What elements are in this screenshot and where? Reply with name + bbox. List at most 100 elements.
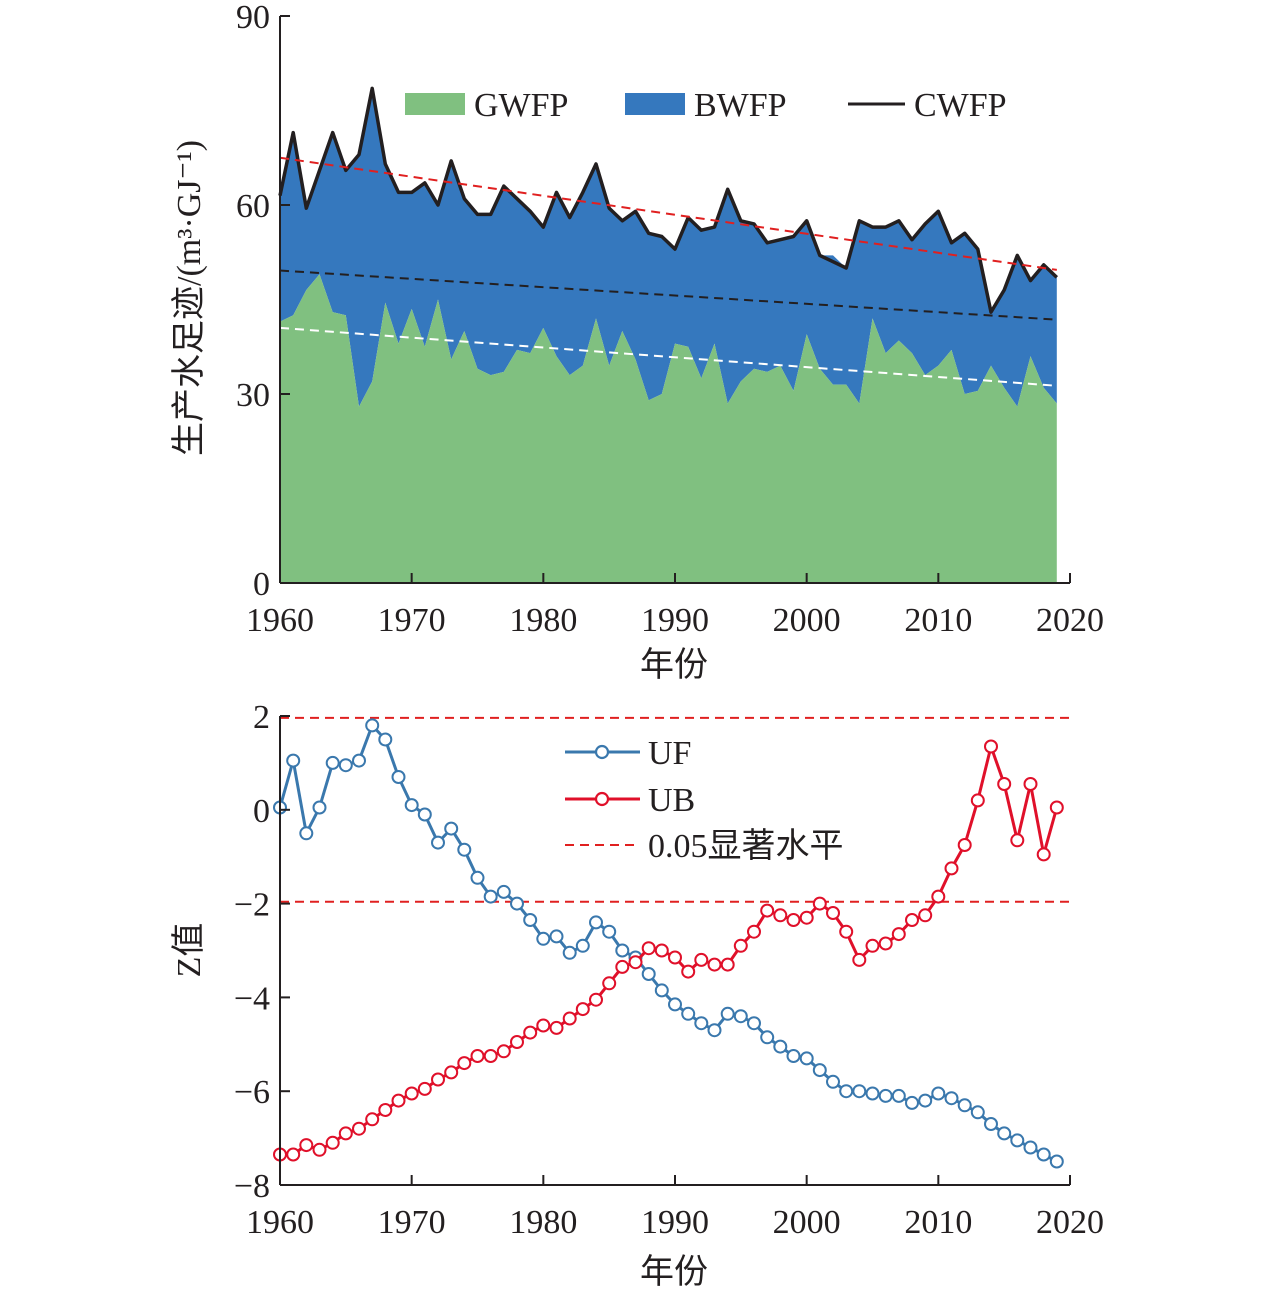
point-uf	[549, 929, 564, 944]
point-ub	[984, 739, 998, 754]
point-ub	[496, 1044, 511, 1059]
legend-label-cwfp: CWFP	[914, 87, 1007, 124]
point-ub	[365, 1112, 380, 1127]
top-y-tick-label: 60	[236, 188, 270, 225]
point-ub	[918, 908, 933, 923]
point-ub	[391, 1093, 406, 1108]
bottom-y-tick-label: 2	[253, 699, 270, 736]
point-ub	[931, 889, 946, 904]
point-uf	[352, 753, 366, 768]
legend-label-bwfp: BWFP	[694, 87, 787, 124]
top-y-tick-label: 30	[236, 377, 270, 414]
bottom-x-tick-label: 1990	[641, 1204, 709, 1241]
area-bwfp	[280, 88, 1057, 407]
bottom-series	[273, 718, 1064, 1169]
point-ub	[891, 927, 906, 942]
point-uf	[944, 1091, 959, 1106]
point-ub	[444, 1065, 459, 1080]
bottom-x-tick-label: 1960	[246, 1204, 314, 1241]
point-ub	[668, 950, 682, 965]
point-ub	[312, 1142, 327, 1157]
top-x-tick-label: 1980	[509, 602, 577, 639]
point-uf	[510, 896, 524, 911]
point-uf	[997, 1126, 1012, 1141]
point-uf	[536, 931, 551, 946]
point-uf	[1010, 1133, 1025, 1148]
point-ub	[707, 957, 722, 972]
point-ub	[799, 910, 814, 925]
point-ub	[536, 1018, 551, 1033]
point-uf	[970, 1105, 985, 1120]
point-uf	[654, 983, 669, 998]
point-ub	[589, 992, 603, 1007]
point-ub	[628, 955, 643, 970]
point-ub	[404, 1086, 419, 1101]
top-y-tick-label: 0	[253, 566, 270, 603]
legend-label-ub: UB	[648, 782, 695, 819]
legend-label-significance: 0.05显著水平	[648, 827, 844, 865]
top-x-tick-label: 2010	[904, 602, 972, 639]
point-uf	[984, 1117, 998, 1131]
bottom-x-tick-label: 1980	[509, 1204, 577, 1241]
top-x-tick-label: 2000	[773, 602, 841, 639]
point-uf	[312, 800, 327, 815]
point-ub	[457, 1056, 472, 1071]
point-uf	[865, 1086, 880, 1101]
point-ub	[865, 938, 880, 953]
point-uf	[707, 1023, 722, 1038]
bottom-y-tick-label: −8	[234, 1168, 270, 1205]
point-uf	[786, 1049, 801, 1063]
bottom-legend: UF UB 0.05显著水平	[565, 735, 844, 865]
point-uf	[444, 821, 459, 836]
point-uf	[839, 1084, 854, 1099]
legend-marker-uf	[594, 744, 610, 760]
point-ub	[1049, 800, 1064, 815]
point-ub	[602, 976, 617, 991]
point-uf	[733, 1009, 748, 1024]
point-uf	[496, 884, 511, 899]
point-ub	[352, 1121, 366, 1136]
point-ub	[747, 924, 761, 939]
point-ub	[905, 913, 919, 927]
point-uf	[404, 798, 419, 813]
point-uf	[799, 1051, 814, 1066]
point-uf	[483, 889, 498, 904]
point-ub	[852, 952, 867, 967]
point-ub	[839, 924, 854, 939]
legend-swatch-gwfp	[405, 93, 465, 115]
point-ub	[944, 861, 959, 876]
point-ub	[549, 1020, 564, 1035]
point-ub	[431, 1072, 445, 1087]
point-uf	[668, 997, 682, 1012]
top-x-tick-label: 1990	[641, 602, 709, 639]
point-uf	[747, 1016, 761, 1031]
point-uf	[575, 938, 590, 953]
point-uf	[957, 1098, 972, 1113]
point-uf	[431, 835, 445, 850]
point-uf	[417, 807, 432, 822]
point-uf	[562, 945, 577, 960]
point-uf	[365, 718, 380, 733]
top-x-axis-title: 年份	[640, 646, 708, 684]
bottom-x-tick-label: 1970	[378, 1204, 446, 1241]
point-ub	[1023, 777, 1038, 791]
point-uf	[812, 1063, 827, 1078]
point-ub	[654, 943, 669, 958]
point-uf	[523, 913, 538, 927]
point-uf	[918, 1093, 933, 1108]
legend-label-gwfp: GWFP	[474, 87, 568, 124]
bottom-y-axis-title: Z值	[170, 923, 208, 978]
bottom-y-tick-label: −6	[234, 1074, 270, 1111]
line-cwfp	[278, 86, 1059, 314]
point-uf	[694, 1016, 709, 1031]
point-uf	[1036, 1147, 1051, 1162]
bottom-y-tick-label: −2	[234, 887, 270, 924]
point-ub	[957, 838, 972, 852]
significance-lines	[280, 716, 1070, 903]
point-ub	[615, 959, 630, 974]
point-ub	[970, 793, 985, 808]
point-uf	[878, 1088, 893, 1103]
